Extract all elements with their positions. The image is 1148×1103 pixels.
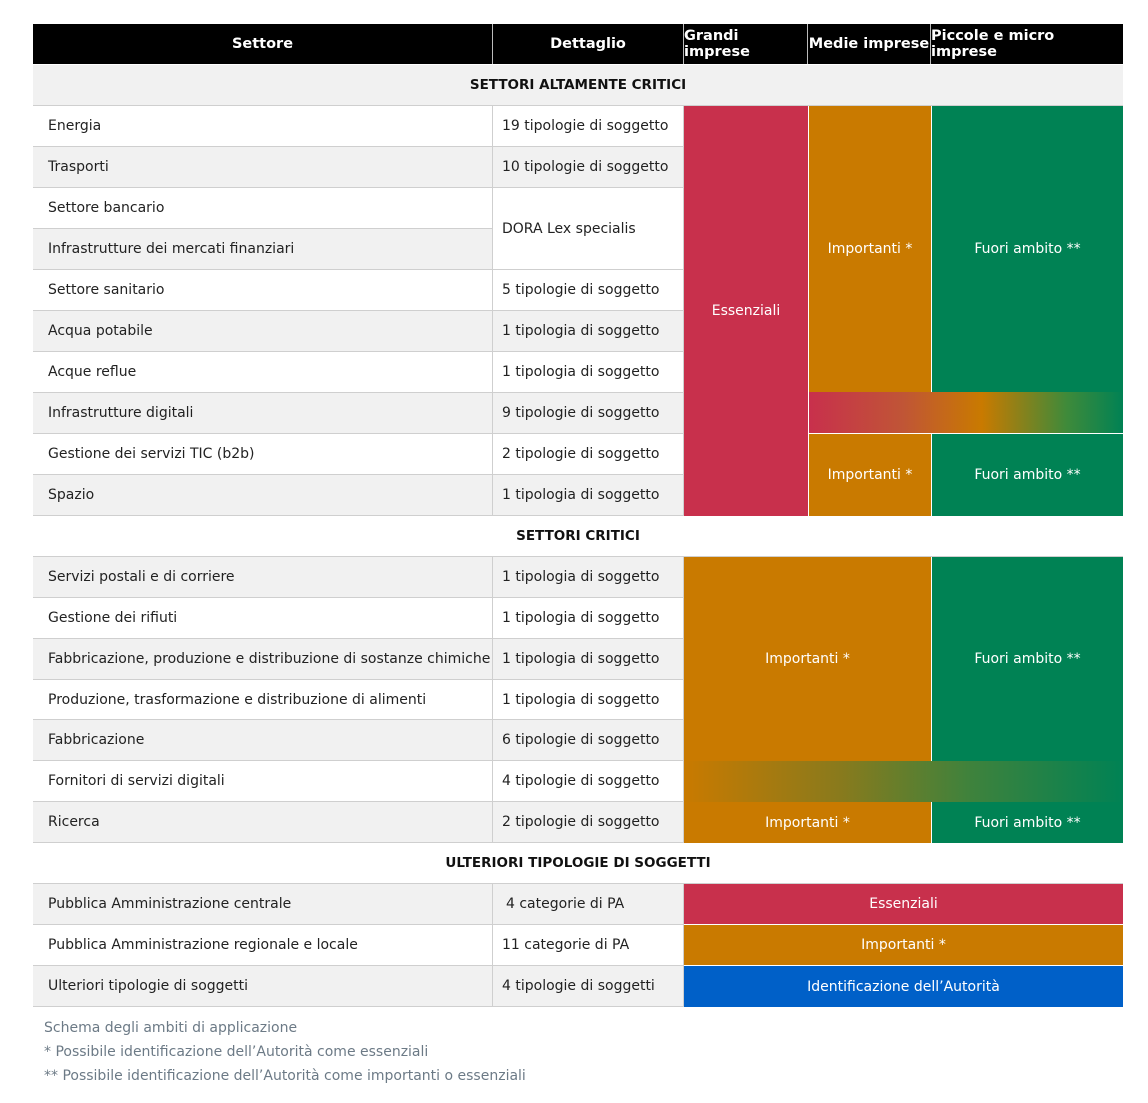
row-settore: Pubblica Amministrazione centrale	[33, 884, 493, 925]
row-dettaglio: 4 tipologie di soggetti	[493, 966, 684, 1007]
gradient-band-digital	[808, 392, 1123, 433]
row-dettaglio: 1 tipologia di soggetto	[493, 352, 684, 393]
row-dettaglio: 1 tipologia di soggetto	[493, 311, 684, 352]
table-caption: Schema degli ambiti di applicazione	[44, 1020, 298, 1036]
header-dettaglio: Dettaglio	[493, 24, 684, 64]
block-fuori-ambito: Fuori ambito **	[931, 802, 1123, 843]
row-dettaglio: 2 tipologie di soggetto	[493, 434, 684, 475]
row-settore: Settore bancario	[33, 188, 493, 229]
row-settore: Acque reflue	[33, 352, 493, 393]
row-settore: Acqua potabile	[33, 311, 493, 352]
row-dettaglio: 10 tipologie di soggetto	[493, 147, 684, 188]
block-identificazione: Identificazione dell’Autorità	[684, 966, 1123, 1007]
block-fuori-ambito: Fuori ambito **	[931, 106, 1123, 392]
row-dettaglio: 6 tipologie di soggetto	[493, 720, 684, 761]
row-settore: Fornitori di servizi digitali	[33, 761, 493, 802]
row-dettaglio: 9 tipologie di soggetto	[493, 393, 684, 434]
row-settore: Infrastrutture digitali	[33, 393, 493, 434]
row-dettaglio: 1 tipologia di soggetto	[493, 680, 684, 720]
block-fuori-ambito: Fuori ambito **	[931, 434, 1123, 516]
row-settore: Fabbricazione, produzione e distribuzion…	[33, 639, 493, 680]
row-dettaglio: 2 tipologie di soggetto	[493, 802, 684, 843]
block-fuori-ambito: Fuori ambito **	[931, 557, 1123, 761]
row-settore: Ricerca	[33, 802, 493, 843]
section-altamente-critici: SETTORI ALTAMENTE CRITICI	[33, 65, 1123, 106]
row-dettaglio: 1 tipologia di soggetto	[493, 639, 684, 680]
footnote-2: ** Possibile identificazione dell’Autori…	[44, 1068, 526, 1084]
row-settore: Servizi postali e di corriere	[33, 557, 493, 598]
block-importanti: Importanti *	[684, 802, 931, 843]
block-importanti: Importanti *	[684, 925, 1123, 966]
block-importanti: Importanti *	[808, 106, 931, 392]
header-settore: Settore	[33, 24, 493, 64]
header-piccole-imprese: Piccole e micro imprese	[931, 24, 1123, 64]
section-ulteriori: ULTERIORI TIPOLOGIE DI SOGGETTI	[33, 843, 1123, 884]
header-medie-imprese: Medie imprese	[808, 24, 931, 64]
footnotes: Schema degli ambiti di applicazione * Po…	[44, 1016, 526, 1088]
row-settore: Pubblica Amministrazione regionale e loc…	[33, 925, 493, 966]
row-settore: Energia	[33, 106, 493, 147]
row-settore: Produzione, trasformazione e distribuzio…	[33, 680, 493, 720]
block-essenziali: Essenziali	[684, 106, 808, 516]
row-settore: Settore sanitario	[33, 270, 493, 311]
row-settore: Fabbricazione	[33, 720, 493, 761]
row-settore: Gestione dei servizi TIC (b2b)	[33, 434, 493, 475]
block-importanti: Importanti *	[684, 557, 931, 761]
row-dettaglio: 1 tipologia di soggetto	[493, 475, 684, 516]
footnote-1: * Possibile identificazione dell’Autorit…	[44, 1044, 429, 1060]
row-dettaglio: 4 tipologie di soggetto	[493, 761, 684, 802]
row-dettaglio: 1 tipologia di soggetto	[493, 598, 684, 639]
row-settore: Ulteriori tipologie di soggetti	[33, 966, 493, 1007]
block-importanti: Importanti *	[808, 434, 931, 516]
row-dettaglio-dora: DORA Lex specialis	[493, 188, 684, 270]
row-settore: Gestione dei rifiuti	[33, 598, 493, 639]
row-dettaglio: 1 tipologia di soggetto	[493, 557, 684, 598]
section-critici: SETTORI CRITICI	[33, 516, 1123, 557]
row-dettaglio: 19 tipologie di soggetto	[493, 106, 684, 147]
row-settore: Trasporti	[33, 147, 493, 188]
header-grandi-imprese: Grandi imprese	[684, 24, 808, 64]
row-dettaglio: 4 categorie di PA	[493, 884, 684, 925]
gradient-band-digital-services	[684, 761, 1123, 802]
row-dettaglio: 11 categorie di PA	[493, 925, 684, 966]
block-essenziali: Essenziali	[684, 884, 1123, 925]
row-dettaglio: 5 tipologie di soggetto	[493, 270, 684, 311]
row-settore: Infrastrutture dei mercati finanziari	[33, 229, 493, 270]
row-settore: Spazio	[33, 475, 493, 516]
